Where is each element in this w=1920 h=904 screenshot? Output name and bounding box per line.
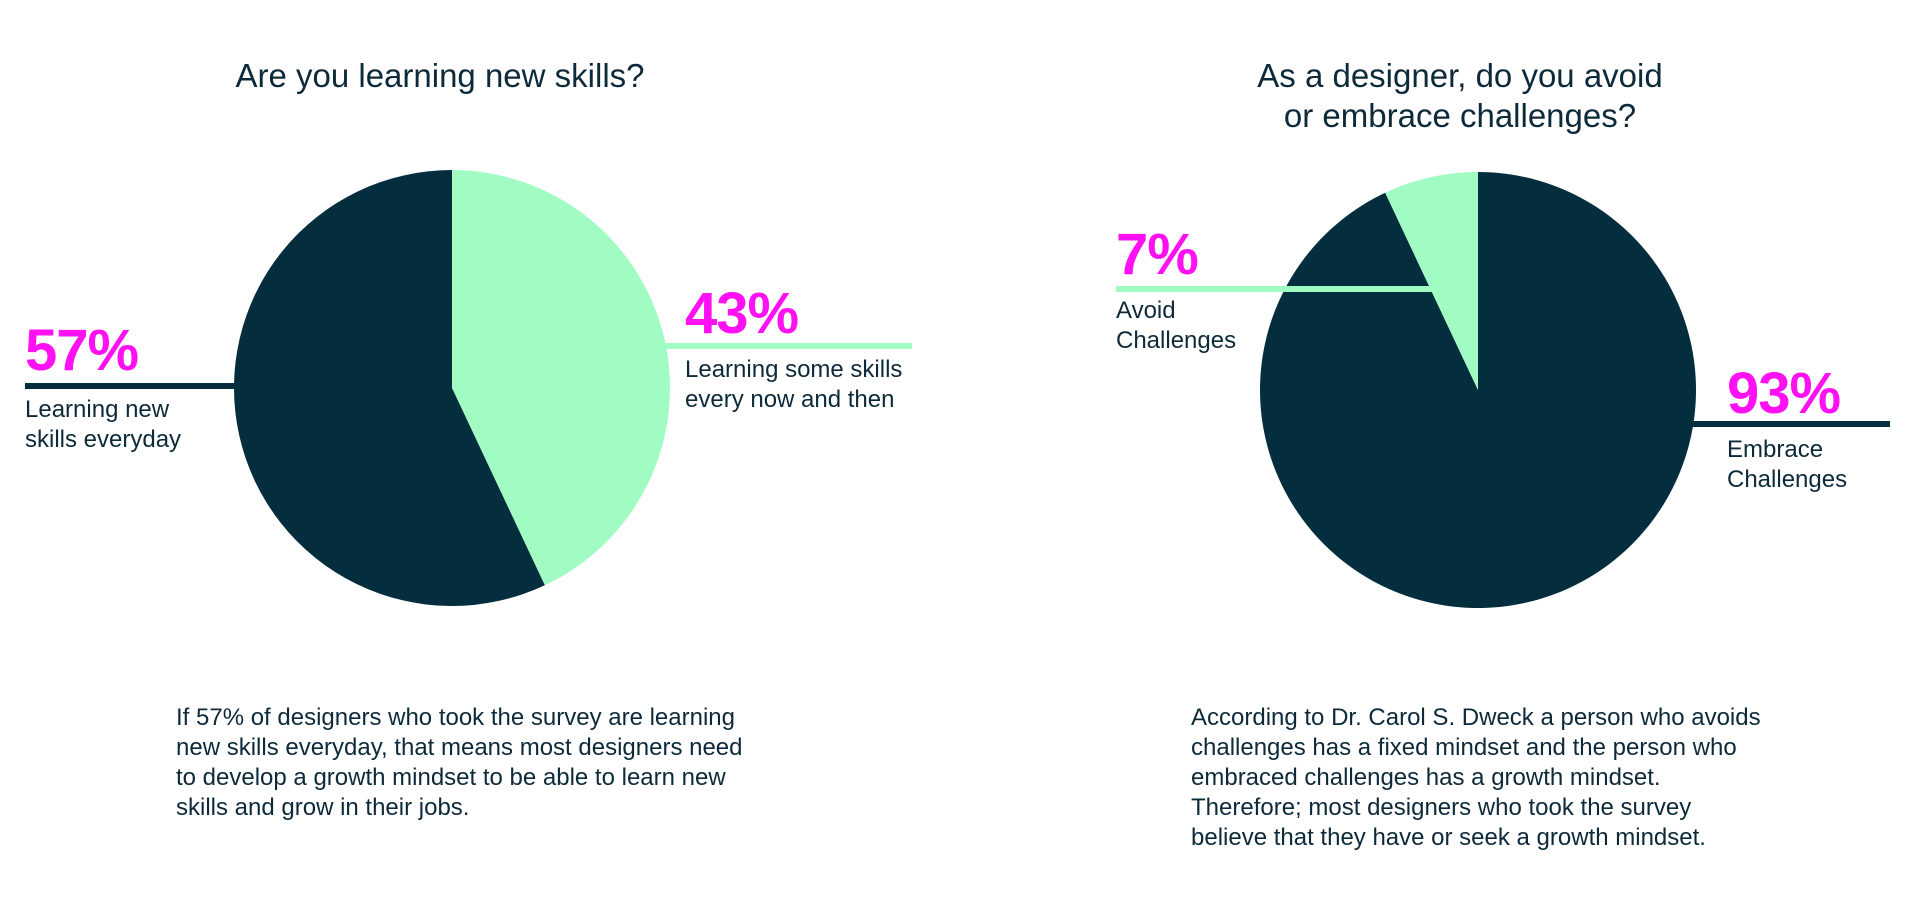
- chart2-slice-embrace-label: Embrace Challenges: [1727, 435, 1877, 495]
- chart2-description: According to Dr. Carol S. Dweck a person…: [1191, 704, 1761, 851]
- chart2-slice-embrace: [1260, 172, 1697, 608]
- chart2-slice-embrace-value: 93%: [1727, 361, 1841, 426]
- chart1-slice-everyday-label-text: Learning new skills everyday: [25, 396, 182, 453]
- chart2-slice-avoid: [1385, 172, 1478, 390]
- chart2-title-line-1: As a designer, do you avoid: [1257, 57, 1663, 94]
- chart1-slice-everyday: [233, 170, 545, 606]
- chart2-pie: [1260, 172, 1697, 608]
- chart2-leader-embrace: [1680, 421, 1890, 427]
- chart2-slice-avoid-label: Avoid Challenges: [1116, 296, 1266, 356]
- chart2-title-line-2: or embrace challenges?: [1283, 97, 1637, 134]
- chart1-title: Are you learning new skills?: [235, 57, 645, 94]
- chart2-slice-avoid-value: 7%: [1116, 222, 1199, 287]
- chart1-pie: [233, 170, 670, 606]
- chart1-slice-everyday-value: 57%: [25, 318, 139, 383]
- chart1-leader-sometimes: [636, 343, 912, 349]
- chart2-leader-avoid: [1116, 286, 1432, 292]
- chart1-slice-sometimes-label: Learning some skills every now and then: [685, 355, 925, 415]
- chart1-description: If 57% of designers who took the survey …: [176, 704, 743, 821]
- chart2-title: As a designer, do you avoid or embrace c…: [1180, 56, 1740, 136]
- chart1-slice-everyday-label: Learning new skills everyday: [25, 395, 225, 455]
- chart1-leader-everyday: [25, 383, 237, 389]
- chart2-slice-avoid-label-text: Avoid Challenges: [1116, 297, 1237, 354]
- chart2-slice-embrace-label-text: Embrace Challenges: [1727, 436, 1848, 493]
- chart1-slice-sometimes-value: 43%: [685, 281, 799, 346]
- chart1-slice-sometimes: [452, 170, 670, 586]
- chart1-slice-sometimes-label-text: Learning some skills every now and then: [685, 356, 903, 413]
